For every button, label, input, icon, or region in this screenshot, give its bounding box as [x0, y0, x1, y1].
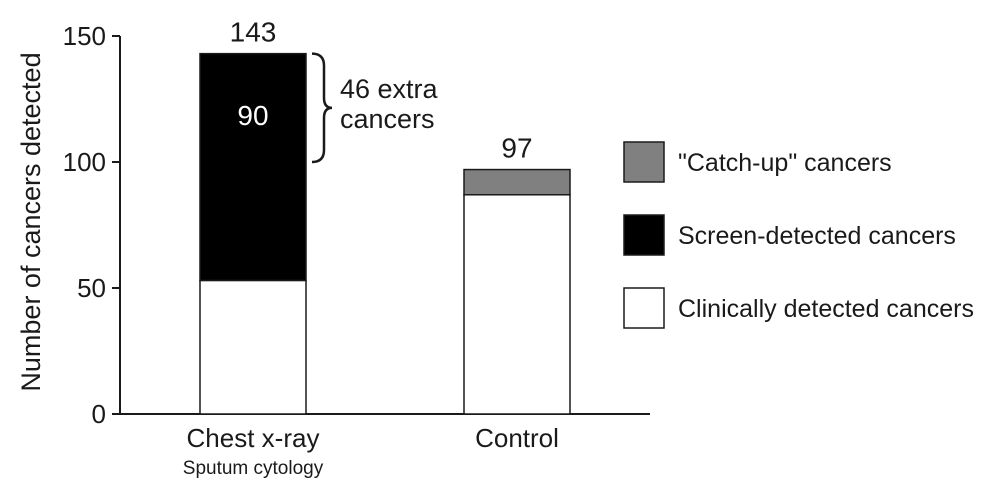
legend: "Catch-up" cancers Screen-detected cancer… [623, 141, 974, 329]
y-axis-label: Number of cancers detected [16, 52, 46, 391]
bar-segment [463, 194, 571, 415]
bar-segment [199, 52, 307, 282]
y-ticks: 0 50 100 150 [63, 21, 120, 429]
bar-segment [199, 279, 307, 415]
legend-swatch [623, 287, 665, 329]
x-tick-sublabel: Sputum cytology [183, 458, 324, 479]
segment-value-label: 90 [237, 100, 268, 131]
legend-swatch [623, 141, 665, 183]
x-tick-label: Chest x-ray [187, 423, 320, 453]
y-tick-label: 100 [63, 147, 106, 177]
y-tick-label: 0 [92, 399, 106, 429]
legend-label: Clinically detected cancers [678, 295, 974, 323]
bar-segment [463, 168, 571, 196]
x-tick-labels: Chest x-ray Sputum cytology Control [183, 423, 559, 479]
legend-label: "Catch-up" cancers [678, 149, 892, 177]
bar-total-label: 143 [230, 17, 277, 48]
y-tick-label: 150 [63, 21, 106, 51]
y-tick-label: 50 [77, 273, 106, 303]
legend-label: Screen-detected cancers [678, 222, 956, 250]
legend-swatch [623, 214, 665, 256]
annotation-text: cancers [340, 104, 435, 134]
x-tick-label: Control [475, 423, 559, 453]
bars: 143 97 90 [199, 17, 571, 415]
brace-icon [311, 52, 333, 164]
bar-total-label: 97 [501, 133, 532, 164]
annotation-text: 46 extra [340, 74, 439, 104]
